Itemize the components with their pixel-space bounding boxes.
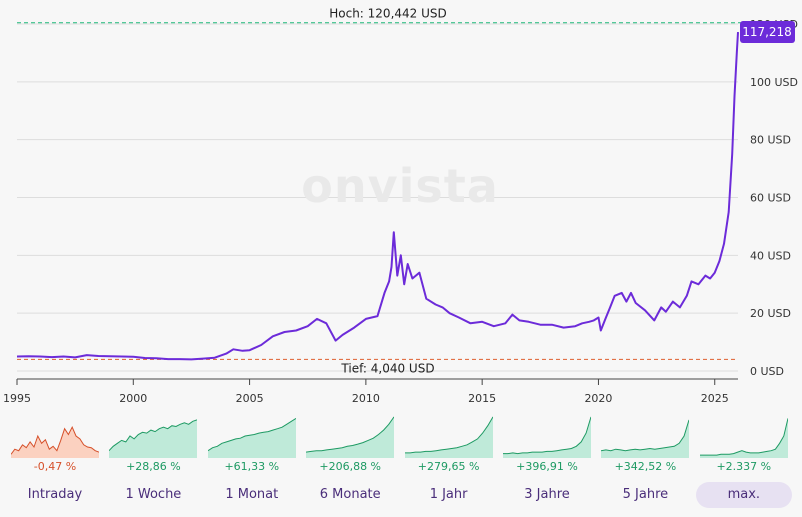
x-tick-label: 2005 xyxy=(236,392,264,405)
sparkline-line xyxy=(306,416,395,453)
price-chart: onvista Hoch: 120,442 USD Tief: 4,040 USD… xyxy=(3,7,798,405)
x-tick-label: 2015 xyxy=(468,392,496,405)
x-tick-label: 2025 xyxy=(701,392,729,405)
y-tick-label: 0 USD xyxy=(750,365,784,378)
range-change: +396,91 % xyxy=(516,460,578,473)
x-tick-label: 1995 xyxy=(3,392,31,405)
range-tab-1-woche[interactable]: +28,86 % 1 Woche xyxy=(105,410,201,510)
range-label: 1 Jahr xyxy=(429,487,468,502)
range-change: +206,88 % xyxy=(319,460,382,473)
range-change: +2.337 % xyxy=(716,460,772,473)
range-tab-1-jahr[interactable]: +279,65 % 1 Jahr xyxy=(401,410,497,510)
current-price-value: 117,218 xyxy=(742,25,792,39)
sparkline-area xyxy=(699,418,788,458)
y-tick-label: 20 USD xyxy=(750,307,791,320)
current-price-badge: 117,218 xyxy=(740,21,795,44)
range-sparkline xyxy=(404,416,493,458)
range-sparkline xyxy=(601,419,690,458)
sparkline-area xyxy=(207,418,296,458)
range-label: 1 Woche xyxy=(125,487,182,502)
range-label: Intraday xyxy=(27,487,83,502)
sparkline-area xyxy=(109,419,198,458)
range-sparkline xyxy=(109,419,198,458)
range-tab-5-jahre[interactable]: +342,52 % 5 Jahre xyxy=(597,410,693,510)
range-sparkline xyxy=(11,426,99,458)
y-tick-label: 80 USD xyxy=(750,134,791,147)
range-tab-intraday[interactable]: -0,47 % Intraday xyxy=(7,410,103,510)
sparkline-area xyxy=(404,416,493,458)
range-label: 1 Monat xyxy=(225,487,279,502)
sparkline-area xyxy=(503,416,591,458)
range-change: +342,52 % xyxy=(614,460,677,473)
range-label: 5 Jahre xyxy=(622,487,669,502)
current-price-badge-bg xyxy=(740,21,795,44)
sparkline-line xyxy=(207,417,296,452)
range-change: -0,47 % xyxy=(33,460,77,473)
chart-grid xyxy=(17,23,738,372)
sparkline-line xyxy=(601,419,690,452)
sparkline-line xyxy=(699,418,788,456)
sparkline-line xyxy=(404,416,493,454)
reference-lines: Hoch: 120,442 USD Tief: 4,040 USD xyxy=(17,7,790,375)
range-sparkline xyxy=(207,417,296,458)
y-tick-label: 60 USD xyxy=(750,192,791,205)
range-tab-6-monate[interactable]: +206,88 % 6 Monate xyxy=(302,410,398,510)
range-sparkline xyxy=(306,416,395,458)
high-label: Hoch: 120,442 USD xyxy=(329,7,447,21)
y-tick-label: 40 USD xyxy=(750,249,791,262)
range-sparkline xyxy=(699,418,788,458)
x-tick-label: 2020 xyxy=(584,392,612,405)
low-label: Tief: 4,040 USD xyxy=(340,361,434,375)
range-label: 6 Monate xyxy=(319,487,381,502)
range-tab-max[interactable]: +2.337 % max. xyxy=(695,410,792,510)
sparkline-line xyxy=(503,416,591,455)
range-change: +28,86 % xyxy=(126,460,181,473)
range-change: +61,33 % xyxy=(224,460,280,473)
range-tab-3-jahre[interactable]: +396,91 % 3 Jahre xyxy=(499,410,595,510)
price-line xyxy=(16,32,739,361)
sparkline-line xyxy=(11,426,99,455)
sparkline-area xyxy=(601,419,690,458)
range-tab-1-monat[interactable]: +61,33 % 1 Monat xyxy=(204,410,300,510)
sparkline-area xyxy=(11,427,99,458)
range-change: +279,65 % xyxy=(417,460,480,473)
sparkline-line xyxy=(109,419,198,452)
range-sparkline xyxy=(503,416,591,458)
x-axis: 1995 2000 2005 2010 2015 2020 2025 xyxy=(3,378,738,405)
range-selector: -0,47 % Intraday +28,86 % 1 Woche +61,33 % 1 … xyxy=(0,410,802,517)
x-tick-label: 2000 xyxy=(119,392,147,405)
range-label: max. xyxy=(695,482,792,508)
range-label: 3 Jahre xyxy=(524,487,570,502)
x-tick-label: 2010 xyxy=(352,392,380,405)
watermark-logo: onvista xyxy=(301,159,499,213)
sparkline-area xyxy=(306,416,395,458)
y-tick-label: 100 USD xyxy=(750,76,798,89)
